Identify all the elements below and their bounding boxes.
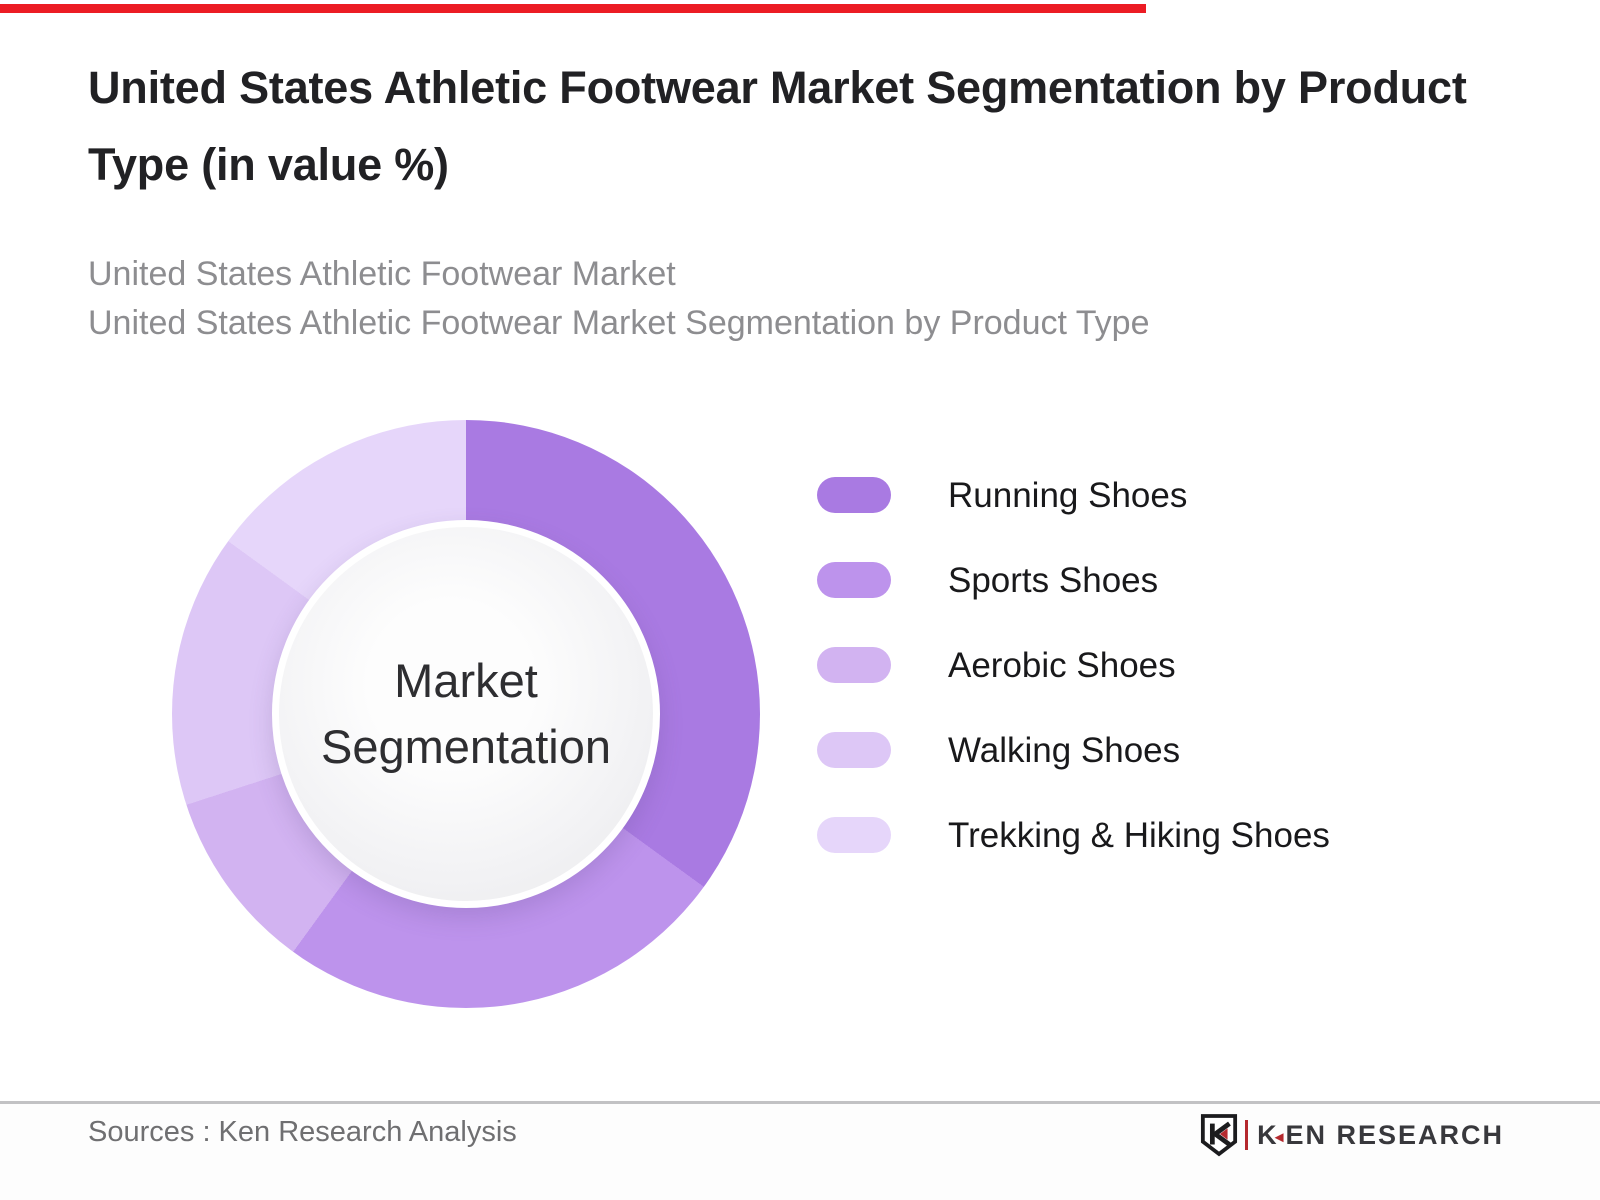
page-title: United States Athletic Footwear Market S… (88, 62, 1467, 190)
legend-label: Trekking & Hiking Shoes (948, 815, 1330, 855)
legend-swatch (817, 732, 891, 768)
source-note: Sources : Ken Research Analysis (88, 1116, 517, 1148)
subtitle-line-2: United States Athletic Footwear Market S… (88, 304, 1150, 343)
wordmark-k: K (1257, 1119, 1279, 1150)
footer (0, 1104, 1600, 1200)
legend-label: Running Shoes (948, 475, 1188, 515)
wordmark-rest: EN RESEARCH (1285, 1119, 1504, 1150)
legend-item: Walking Shoes (817, 732, 1330, 768)
top-accent-bar (0, 4, 1146, 13)
chart-legend: Running Shoes Sports Shoes Aerobic Shoes… (817, 477, 1330, 853)
subtitle-line-1: United States Athletic Footwear Market (88, 255, 676, 293)
legend-swatch (817, 817, 891, 853)
legend-label: Sports Shoes (948, 560, 1159, 600)
legend-swatch (817, 647, 891, 683)
donut-center-disc: Market Segmentation (272, 520, 660, 908)
legend-label: Aerobic Shoes (948, 645, 1176, 685)
footer-divider (0, 1101, 1600, 1104)
legend-swatch (817, 562, 891, 598)
ken-research-shield-icon (1201, 1114, 1238, 1157)
chart-subtitle: United States Athletic Footwear Market U… (88, 250, 1150, 349)
legend-item: Running Shoes (817, 477, 1330, 513)
brand-wordmark: K◄EN RESEARCH (1257, 1120, 1504, 1151)
red-arrow-icon: ◄ (1271, 1128, 1289, 1146)
legend-label: Walking Shoes (948, 730, 1181, 770)
legend-item: Sports Shoes (817, 562, 1330, 598)
legend-item: Aerobic Shoes (817, 647, 1330, 683)
brand-separator (1245, 1120, 1249, 1150)
donut-center-label: Market Segmentation (320, 654, 612, 773)
legend-item: Trekking & Hiking Shoes (817, 817, 1330, 853)
brand-logo: K◄EN RESEARCH (1200, 1112, 1504, 1158)
legend-swatch (817, 477, 891, 513)
